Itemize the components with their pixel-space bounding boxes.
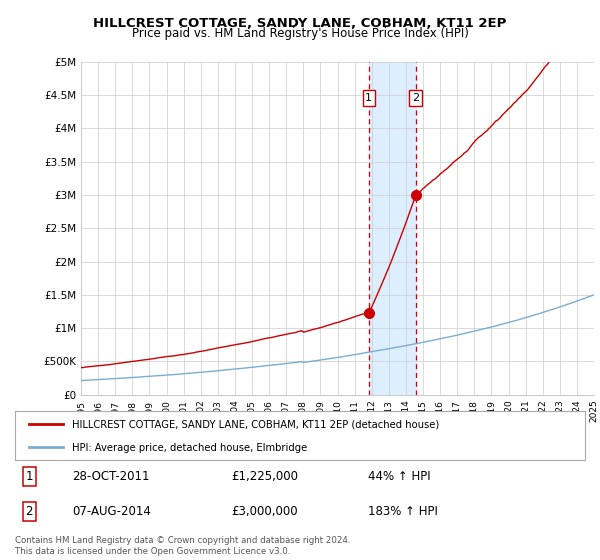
Text: 2: 2 <box>25 506 33 519</box>
Text: Price paid vs. HM Land Registry's House Price Index (HPI): Price paid vs. HM Land Registry's House … <box>131 27 469 40</box>
Text: HILLCREST COTTAGE, SANDY LANE, COBHAM, KT11 2EP: HILLCREST COTTAGE, SANDY LANE, COBHAM, K… <box>94 17 506 30</box>
Text: 44% ↑ HPI: 44% ↑ HPI <box>368 470 431 483</box>
Text: Contains HM Land Registry data © Crown copyright and database right 2024.: Contains HM Land Registry data © Crown c… <box>15 536 350 545</box>
Bar <box>369 62 416 395</box>
Text: 1: 1 <box>365 94 372 103</box>
Text: HPI: Average price, detached house, Elmbridge: HPI: Average price, detached house, Elmb… <box>72 442 307 452</box>
Text: This data is licensed under the Open Government Licence v3.0.: This data is licensed under the Open Gov… <box>15 547 290 556</box>
Text: 183% ↑ HPI: 183% ↑ HPI <box>368 506 438 519</box>
Text: £1,225,000: £1,225,000 <box>232 470 299 483</box>
Text: 28-OCT-2011: 28-OCT-2011 <box>72 470 149 483</box>
Text: £3,000,000: £3,000,000 <box>232 506 298 519</box>
Text: 2: 2 <box>412 94 419 103</box>
Text: 1: 1 <box>25 470 33 483</box>
Text: 07-AUG-2014: 07-AUG-2014 <box>72 506 151 519</box>
Text: HILLCREST COTTAGE, SANDY LANE, COBHAM, KT11 2EP (detached house): HILLCREST COTTAGE, SANDY LANE, COBHAM, K… <box>72 420 439 430</box>
